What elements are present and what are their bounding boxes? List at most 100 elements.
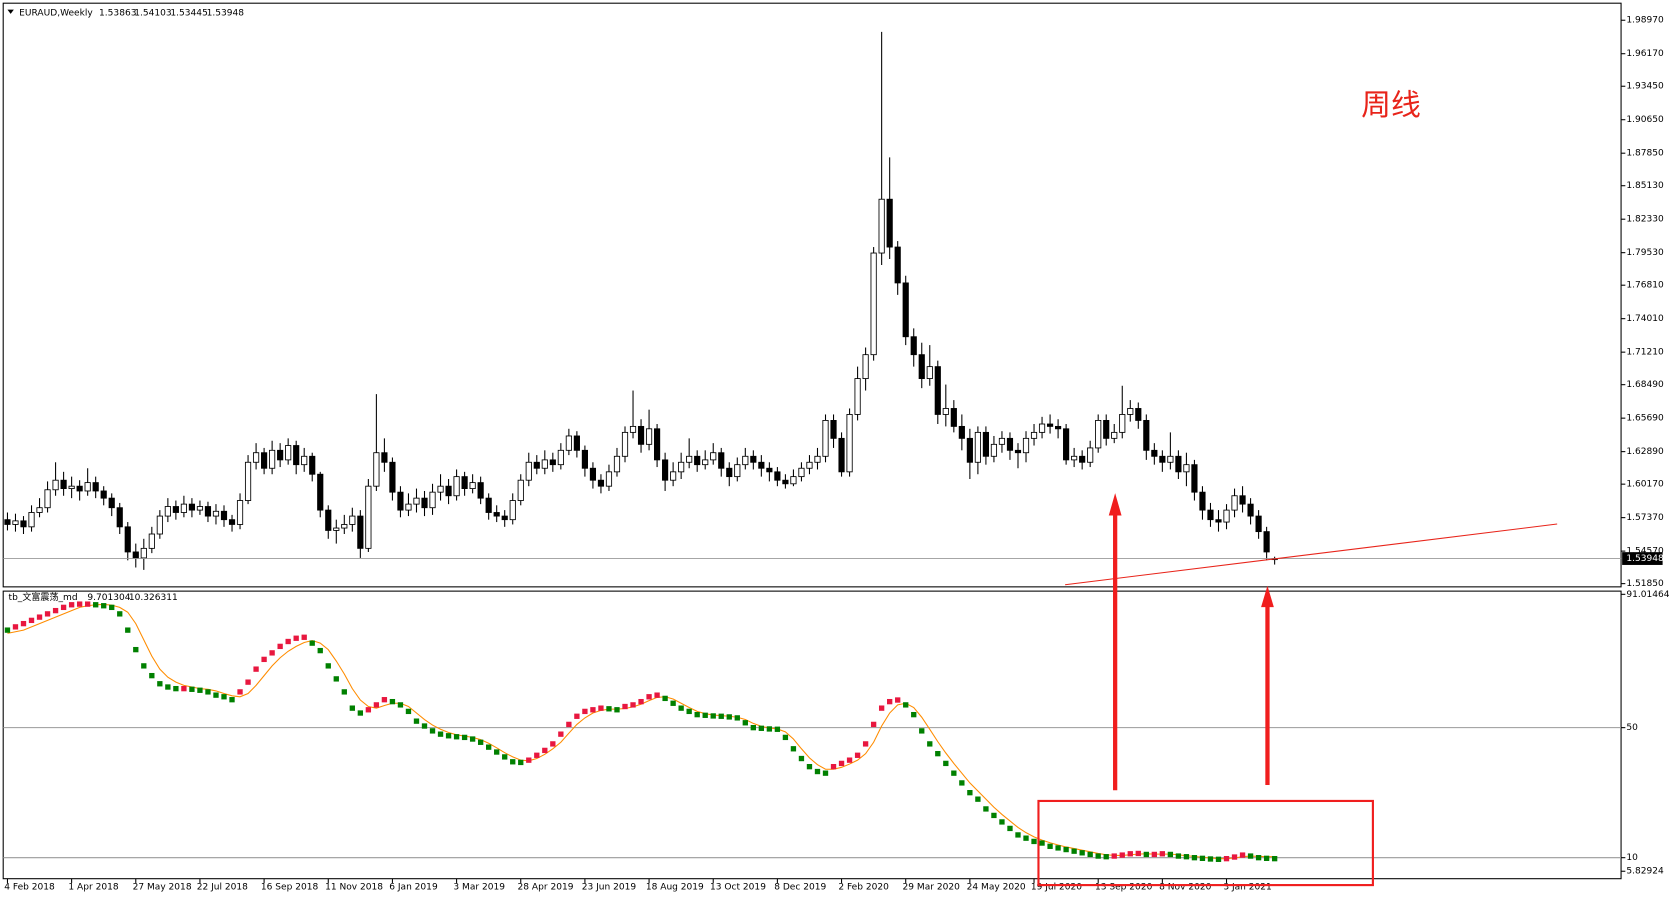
candle-body xyxy=(1055,425,1062,430)
candle xyxy=(172,500,179,520)
indicator-dot xyxy=(445,733,452,739)
candle-body xyxy=(1071,455,1078,461)
indicator-dot xyxy=(309,640,315,646)
indicator-dot xyxy=(590,707,596,713)
indicator-dot xyxy=(606,706,612,712)
candle xyxy=(1087,440,1094,468)
indicator-dot xyxy=(1263,855,1270,861)
candle xyxy=(910,328,917,367)
candle xyxy=(750,450,757,470)
candle xyxy=(814,447,821,470)
candle xyxy=(525,452,532,487)
x-tick-label: 22 Jul 2018 xyxy=(197,883,248,893)
indicator-dot xyxy=(237,689,243,695)
indicator-dot xyxy=(1111,853,1117,859)
indicator-dot xyxy=(429,728,436,734)
candle-body xyxy=(942,408,949,415)
candle-body xyxy=(790,476,797,485)
candle-body xyxy=(525,461,532,481)
x-tick-label: 8 Dec 2019 xyxy=(774,883,826,893)
y-tick-label: 1.98970 xyxy=(1626,16,1664,26)
candle-body xyxy=(1231,495,1238,511)
indicator-dot xyxy=(638,698,644,705)
indicator-dot xyxy=(333,676,339,682)
x-tick-label: 13 Oct 2019 xyxy=(710,883,766,893)
indicator-dot xyxy=(758,725,765,731)
candle xyxy=(517,474,524,506)
indicator-dot xyxy=(678,705,684,711)
candle-body xyxy=(413,497,420,505)
candle-body xyxy=(605,471,613,487)
candle xyxy=(397,486,404,518)
candle-body xyxy=(100,490,107,499)
candle xyxy=(605,464,613,491)
candle xyxy=(1263,526,1270,561)
candle xyxy=(1030,424,1038,446)
indicator-dot xyxy=(654,692,660,698)
indicator-dot xyxy=(927,741,933,747)
candle-body xyxy=(1183,464,1190,473)
candle xyxy=(325,505,332,539)
candle-body xyxy=(926,366,933,380)
candle-body xyxy=(365,485,372,549)
candle xyxy=(1255,510,1262,539)
x-tick-label: 1 Apr 2018 xyxy=(68,883,118,893)
candle-body xyxy=(1175,455,1182,473)
indicator-dot xyxy=(935,750,941,757)
candle xyxy=(140,538,147,570)
indicator-dot xyxy=(149,672,155,679)
candle-body xyxy=(188,503,196,511)
candle xyxy=(373,394,380,491)
candle-body xyxy=(533,461,540,469)
candle-body xyxy=(710,452,717,461)
candle xyxy=(942,384,949,427)
indicator-dot xyxy=(157,681,163,687)
candle-body xyxy=(774,471,781,481)
y-tick-label: 1.68490 xyxy=(1626,380,1664,390)
candle-body xyxy=(1079,455,1086,463)
indicator-dot xyxy=(1103,854,1109,860)
candle-body xyxy=(60,479,67,490)
y-tick-label: 1.54570 xyxy=(1626,547,1664,557)
candle-body xyxy=(429,491,436,509)
candle xyxy=(244,455,252,505)
indicator-dot xyxy=(1079,850,1085,856)
indicator-dot xyxy=(502,754,508,760)
candle-body xyxy=(541,459,548,469)
candle xyxy=(1231,488,1238,518)
candle xyxy=(501,510,508,527)
candle xyxy=(349,507,356,532)
candle xyxy=(293,440,300,475)
indicator-dot xyxy=(109,604,115,611)
candle xyxy=(894,241,901,295)
candle-body xyxy=(934,366,941,415)
candle-body xyxy=(862,354,869,380)
candle xyxy=(124,522,131,561)
candle xyxy=(1143,414,1150,460)
candle-body xyxy=(958,425,965,439)
candle-body xyxy=(1151,449,1158,457)
x-tick-label: 28 Apr 2019 xyxy=(518,883,574,893)
candle xyxy=(1239,486,1246,513)
candle-body xyxy=(397,491,404,511)
candle-body xyxy=(950,408,957,427)
candle xyxy=(662,452,669,491)
indicator-dot xyxy=(181,685,187,692)
candle-body xyxy=(4,519,11,525)
indicator-dot xyxy=(566,721,572,728)
candle xyxy=(726,462,733,487)
candle-body xyxy=(485,497,492,513)
candle xyxy=(533,455,540,475)
y-tick-label: 91.014641 xyxy=(1626,590,1669,600)
candle xyxy=(1127,400,1134,422)
indicator-dot xyxy=(301,634,307,640)
candle-body xyxy=(686,455,693,463)
candle-body xyxy=(1247,503,1254,517)
indicator-dot xyxy=(694,711,700,718)
indicator-dot xyxy=(1023,835,1029,841)
candle xyxy=(445,479,452,505)
candle-body xyxy=(301,455,308,466)
candle-body xyxy=(493,512,500,517)
x-tick-label: 18 Aug 2019 xyxy=(646,883,704,893)
candle-body xyxy=(766,467,773,473)
